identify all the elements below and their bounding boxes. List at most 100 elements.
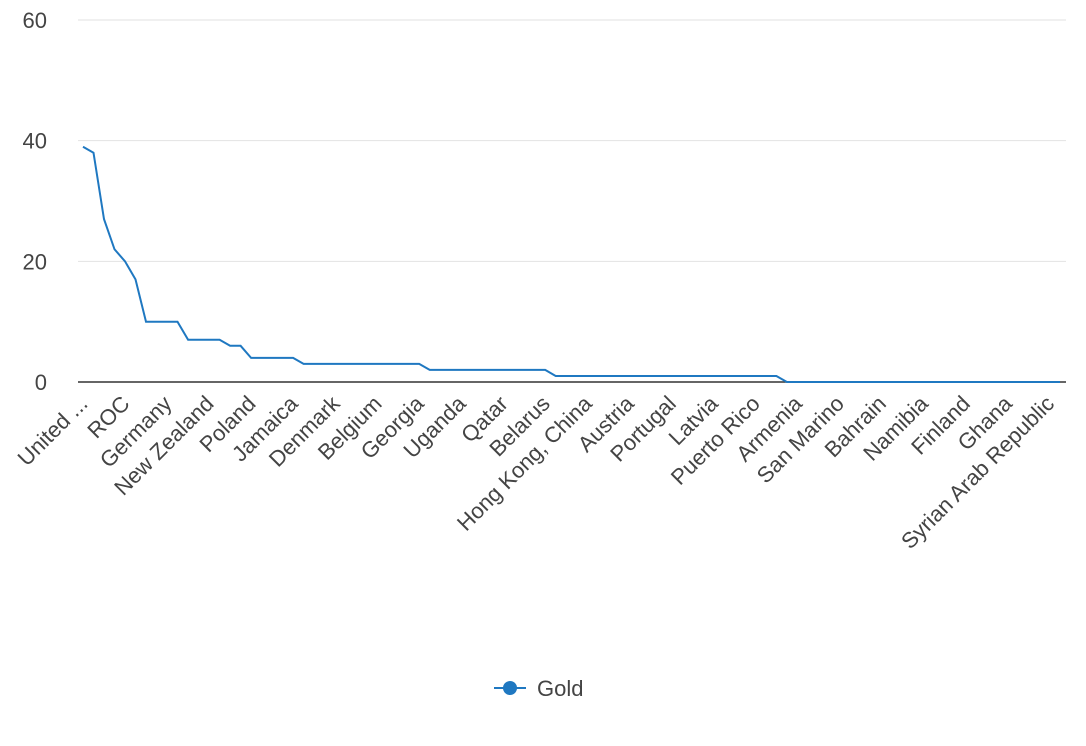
data-point[interactable] (552, 372, 560, 380)
data-point[interactable] (195, 336, 203, 344)
data-point[interactable] (1056, 378, 1064, 386)
data-point[interactable] (153, 318, 161, 326)
data-point[interactable] (1035, 378, 1043, 386)
data-point[interactable] (772, 372, 780, 380)
data-point[interactable] (709, 372, 717, 380)
data-point[interactable] (373, 360, 381, 368)
data-point[interactable] (426, 366, 434, 374)
data-point[interactable] (237, 342, 245, 350)
data-point[interactable] (825, 378, 833, 386)
series-lines (79, 143, 1064, 386)
data-point[interactable] (604, 372, 612, 380)
x-tick-label: United ... (13, 391, 93, 471)
data-point[interactable] (678, 372, 686, 380)
data-point[interactable] (520, 366, 528, 374)
data-point[interactable] (594, 372, 602, 380)
data-point[interactable] (919, 378, 927, 386)
data-point[interactable] (867, 378, 875, 386)
data-point[interactable] (930, 378, 938, 386)
data-point[interactable] (331, 360, 339, 368)
data-point[interactable] (342, 360, 350, 368)
data-point[interactable] (268, 354, 276, 362)
data-point[interactable] (951, 378, 959, 386)
data-point[interactable] (384, 360, 392, 368)
data-point[interactable] (174, 318, 182, 326)
data-point[interactable] (142, 318, 150, 326)
data-point[interactable] (993, 378, 1001, 386)
data-point[interactable] (983, 378, 991, 386)
data-point[interactable] (699, 372, 707, 380)
y-tick-label: 60 (23, 8, 47, 33)
data-point[interactable] (688, 372, 696, 380)
data-point[interactable] (783, 378, 791, 386)
data-point[interactable] (121, 257, 129, 265)
data-point[interactable] (405, 360, 413, 368)
data-point[interactable] (300, 360, 308, 368)
data-point[interactable] (814, 378, 822, 386)
data-point[interactable] (877, 378, 885, 386)
data-point[interactable] (1046, 378, 1054, 386)
data-point[interactable] (489, 366, 497, 374)
data-point[interactable] (468, 366, 476, 374)
data-point[interactable] (100, 215, 108, 223)
legend[interactable]: Gold (494, 676, 583, 701)
data-point[interactable] (394, 360, 402, 368)
data-point[interactable] (289, 354, 297, 362)
data-point[interactable] (447, 366, 455, 374)
data-point[interactable] (856, 378, 864, 386)
data-point[interactable] (741, 372, 749, 380)
data-point[interactable] (751, 372, 759, 380)
data-point[interactable] (1004, 378, 1012, 386)
data-point[interactable] (1025, 378, 1033, 386)
data-point[interactable] (111, 245, 119, 253)
data-point[interactable] (163, 318, 171, 326)
data-point[interactable] (226, 342, 234, 350)
data-point[interactable] (793, 378, 801, 386)
data-point[interactable] (321, 360, 329, 368)
data-point[interactable] (184, 336, 192, 344)
data-point[interactable] (415, 360, 423, 368)
legend-label: Gold (537, 676, 583, 701)
data-point[interactable] (888, 378, 896, 386)
data-point[interactable] (762, 372, 770, 380)
data-point[interactable] (216, 336, 224, 344)
data-point[interactable] (720, 372, 728, 380)
data-point[interactable] (898, 378, 906, 386)
data-point[interactable] (436, 366, 444, 374)
data-point[interactable] (499, 366, 507, 374)
data-point[interactable] (625, 372, 633, 380)
data-point[interactable] (962, 378, 970, 386)
data-point[interactable] (541, 366, 549, 374)
data-point[interactable] (646, 372, 654, 380)
data-point[interactable] (247, 354, 255, 362)
data-point[interactable] (730, 372, 738, 380)
data-point[interactable] (363, 360, 371, 368)
data-point[interactable] (478, 366, 486, 374)
data-point[interactable] (531, 366, 539, 374)
data-point[interactable] (279, 354, 287, 362)
data-point[interactable] (258, 354, 266, 362)
data-point[interactable] (583, 372, 591, 380)
data-point[interactable] (657, 372, 665, 380)
data-point[interactable] (636, 372, 644, 380)
data-point[interactable] (562, 372, 570, 380)
data-point[interactable] (835, 378, 843, 386)
data-point[interactable] (972, 378, 980, 386)
data-point[interactable] (1014, 378, 1022, 386)
data-point[interactable] (205, 336, 213, 344)
data-point[interactable] (615, 372, 623, 380)
data-point[interactable] (310, 360, 318, 368)
data-point[interactable] (940, 378, 948, 386)
data-point[interactable] (510, 366, 518, 374)
data-point[interactable] (79, 143, 87, 151)
data-point[interactable] (352, 360, 360, 368)
data-point[interactable] (846, 378, 854, 386)
data-point[interactable] (90, 149, 98, 157)
data-point[interactable] (457, 366, 465, 374)
data-point[interactable] (804, 378, 812, 386)
data-point[interactable] (573, 372, 581, 380)
data-point[interactable] (909, 378, 917, 386)
data-point[interactable] (132, 275, 140, 283)
data-point[interactable] (667, 372, 675, 380)
